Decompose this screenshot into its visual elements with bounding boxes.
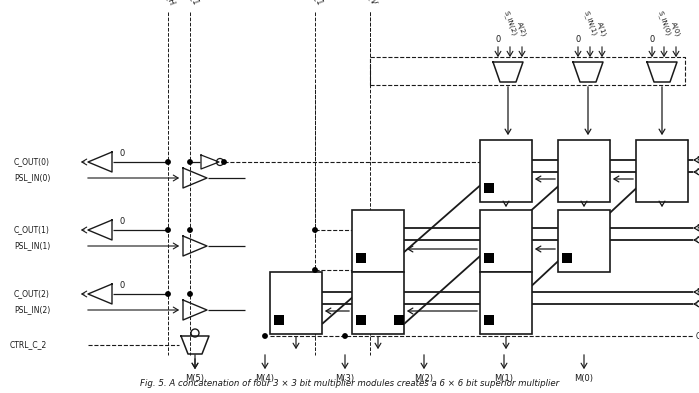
Text: M(0): M(0) (575, 373, 593, 382)
Circle shape (312, 268, 317, 272)
Circle shape (188, 292, 192, 296)
Bar (356, 253, 366, 263)
Circle shape (166, 160, 170, 164)
Text: C_IN(1): C_IN(1) (696, 235, 699, 244)
Text: CTRL_H: CTRL_H (159, 0, 178, 6)
Text: S_IN(2): S_IN(2) (503, 10, 518, 37)
Text: M(5): M(5) (185, 373, 205, 382)
Text: M(3): M(3) (336, 373, 354, 382)
Text: CTRL_I_2: CTRL_I_2 (696, 332, 699, 340)
Text: M(2): M(2) (415, 373, 433, 382)
Bar (558, 140, 610, 202)
Text: S_IN(1): S_IN(1) (582, 10, 598, 37)
Bar (352, 272, 404, 334)
Text: CTRL_C_2: CTRL_C_2 (10, 340, 48, 349)
Text: CTRL_V: CTRL_V (361, 0, 379, 6)
Text: B(1): B(1) (696, 224, 699, 233)
Circle shape (166, 228, 170, 232)
Text: 0: 0 (496, 35, 500, 44)
Text: B(0): B(0) (696, 156, 699, 165)
Circle shape (188, 228, 192, 232)
Bar (274, 315, 284, 325)
Text: C_OUT(2): C_OUT(2) (14, 290, 50, 299)
Text: A(2): A(2) (517, 20, 528, 37)
Text: 0: 0 (575, 35, 581, 44)
Circle shape (343, 334, 347, 338)
Text: C_OUT(0): C_OUT(0) (14, 158, 50, 167)
Bar (394, 315, 404, 325)
Text: 0: 0 (649, 35, 655, 44)
Bar (484, 253, 494, 263)
Text: C_IN(0): C_IN(0) (696, 167, 699, 176)
Text: B(2): B(2) (696, 288, 699, 296)
Circle shape (188, 160, 192, 164)
Text: CTRL_C_1: CTRL_C_1 (180, 0, 201, 6)
Text: 0: 0 (120, 281, 124, 290)
Text: PSL_IN(2): PSL_IN(2) (14, 305, 50, 314)
Text: A(0): A(0) (670, 20, 682, 37)
Text: A(1): A(1) (596, 20, 607, 37)
Text: C_IN(2): C_IN(2) (696, 299, 699, 309)
Text: PSL_IN(1): PSL_IN(1) (14, 242, 50, 250)
Circle shape (166, 292, 170, 296)
Bar (484, 183, 494, 193)
Bar (270, 272, 322, 334)
Bar (480, 210, 532, 272)
Text: CTRL_I_1: CTRL_I_1 (305, 0, 325, 6)
Bar (558, 210, 610, 272)
Text: 0: 0 (120, 217, 124, 226)
Bar (356, 315, 366, 325)
Bar (480, 140, 532, 202)
Text: M(1): M(1) (494, 373, 514, 382)
Circle shape (222, 160, 226, 164)
Bar (636, 140, 688, 202)
Text: Fig. 5. A concatenation of four 3 × 3 bit multiplier modules creates a 6 × 6 bit: Fig. 5. A concatenation of four 3 × 3 bi… (140, 379, 559, 388)
Bar (480, 272, 532, 334)
Text: M(4): M(4) (256, 373, 275, 382)
Text: C_OUT(1): C_OUT(1) (14, 226, 50, 235)
Bar (352, 210, 404, 272)
Bar (562, 253, 572, 263)
Text: S_IN(0): S_IN(0) (656, 10, 672, 37)
Text: 0: 0 (120, 149, 124, 158)
Circle shape (263, 334, 267, 338)
Bar (484, 315, 494, 325)
Text: PSL_IN(0): PSL_IN(0) (14, 173, 50, 182)
Circle shape (312, 228, 317, 232)
